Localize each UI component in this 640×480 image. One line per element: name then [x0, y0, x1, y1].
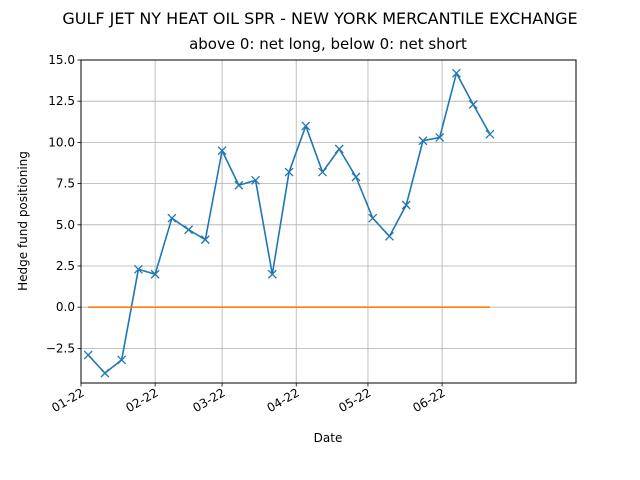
data-point-stroke [117, 355, 127, 365]
data-point-stroke [418, 136, 428, 146]
y-tick-label: 7.5 [56, 177, 75, 191]
y-tick-label: 2.5 [56, 259, 75, 273]
data-point-stroke [234, 180, 244, 190]
data-point [401, 200, 411, 210]
data-point-stroke [150, 269, 160, 279]
data-point [234, 180, 244, 190]
data-point-stroke [351, 172, 361, 182]
data-point [117, 355, 127, 365]
data-point [451, 68, 461, 78]
data-point-stroke [167, 213, 177, 223]
data-point-stroke [435, 132, 445, 142]
data-point-stroke [468, 100, 478, 109]
data-point-stroke [318, 167, 327, 177]
data-point-stroke [334, 144, 344, 154]
data-point [334, 144, 344, 154]
data-point-stroke [451, 68, 461, 78]
data-point [368, 213, 378, 223]
data-point [284, 167, 294, 177]
y-tick-label: −2.5 [46, 341, 75, 355]
data-point [318, 167, 327, 177]
data-point [485, 129, 495, 139]
data-point [468, 100, 478, 109]
data-point [418, 136, 428, 146]
plot-area-frame [80, 59, 577, 384]
data-point-stroke [301, 121, 311, 131]
data-point-stroke [100, 368, 110, 378]
data-point [133, 264, 143, 274]
data-point-stroke [200, 235, 210, 245]
y-tick-label: 5.0 [56, 218, 75, 232]
x-axis-label: Date [314, 431, 343, 445]
data-point [435, 132, 445, 142]
data-point [167, 213, 177, 223]
data-point-stroke [251, 175, 261, 185]
data-point-stroke [217, 146, 227, 156]
data-point [200, 235, 210, 245]
data-point [217, 146, 227, 156]
data-point-stroke [385, 231, 394, 241]
grid [80, 59, 576, 383]
data-point [184, 225, 194, 235]
data-point-stroke [184, 225, 194, 235]
data-point [150, 269, 160, 279]
data-point [100, 368, 110, 378]
data-point-stroke [133, 264, 143, 274]
series-layer [83, 68, 495, 378]
chart-title: GULF JET NY HEAT OIL SPR - NEW YORK MERC… [62, 9, 577, 28]
data-point [351, 172, 361, 182]
y-tick-label: 15.0 [48, 53, 75, 67]
data-point [267, 269, 277, 279]
data-point-stroke [267, 269, 277, 279]
data-point-stroke [368, 213, 378, 223]
data-point-stroke [401, 200, 411, 210]
data-point-stroke [284, 167, 294, 177]
data-point [251, 175, 261, 185]
data-point-stroke [485, 129, 495, 139]
y-axis-label: Hedge fund positioning [16, 151, 30, 291]
data-point [83, 350, 93, 360]
y-tick-label: 10.0 [48, 135, 75, 149]
chart-subtitle: above 0: net long, below 0: net short [189, 35, 467, 53]
data-point-stroke [83, 350, 93, 360]
y-tick-label: 0.0 [56, 300, 75, 314]
y-tick-label: 12.5 [48, 94, 75, 108]
data-point [385, 231, 394, 241]
data-point [301, 121, 311, 131]
